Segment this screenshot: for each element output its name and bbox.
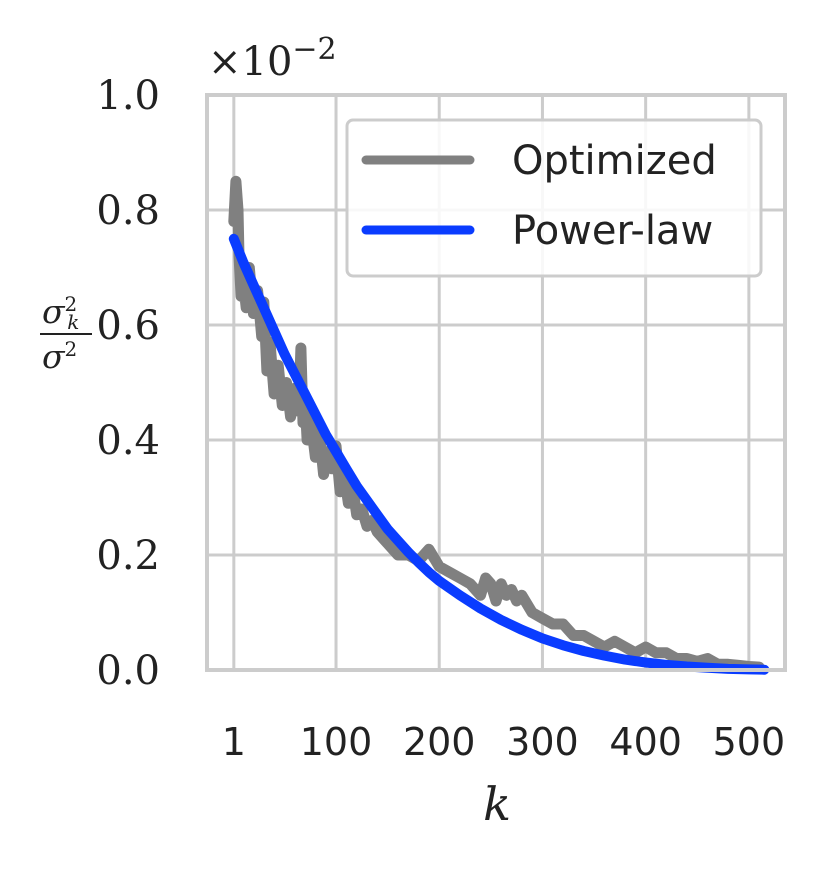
ylabel-num-sub: k (67, 310, 79, 334)
tick-labels: 1 100 200 300 400 500 0.0 0.2 0.4 0.6 0.8 1.0 (96, 73, 785, 764)
ylabel-den-base: σ (42, 337, 66, 376)
x-tick-label: 500 (713, 720, 786, 764)
y-tick-label: 0.4 (96, 418, 160, 464)
legend-label-power-law: Power-law (512, 208, 713, 254)
ylabel-num-base: σ (42, 292, 66, 331)
x-tick-label: 300 (506, 720, 579, 764)
y-axis-label: σ2 k σ2 (40, 292, 92, 376)
x-tick-label: 200 (403, 720, 476, 764)
y-tick-label: 0.0 (96, 648, 160, 694)
legend-label-optimized: Optimized (512, 138, 717, 184)
y-tick-label: 0.2 (96, 533, 160, 579)
plot-frame (205, 93, 787, 672)
x-tick-label: 100 (300, 720, 373, 764)
svg-text:σ2k: σ2 k (42, 292, 79, 334)
ylabel-den-sup: 2 (65, 337, 78, 361)
y-tick-label: 0.6 (96, 303, 160, 349)
y-tick-label: 1.0 (96, 73, 160, 119)
legend: Optimized Power-law (345, 118, 763, 278)
series-line-optimized (228, 175, 765, 673)
svg-text:σ2: σ2 (42, 337, 77, 376)
series-layer (228, 175, 770, 675)
x-tick-label: 400 (609, 720, 682, 764)
series-line-power-law (228, 233, 770, 675)
y-scale-label: ×10−2 (208, 32, 337, 85)
ylabel-num-sup: 2 (65, 292, 78, 316)
x-tick-label: 1 (222, 720, 246, 764)
x-axis-label: k (483, 777, 511, 831)
y-tick-label: 0.8 (96, 188, 160, 234)
